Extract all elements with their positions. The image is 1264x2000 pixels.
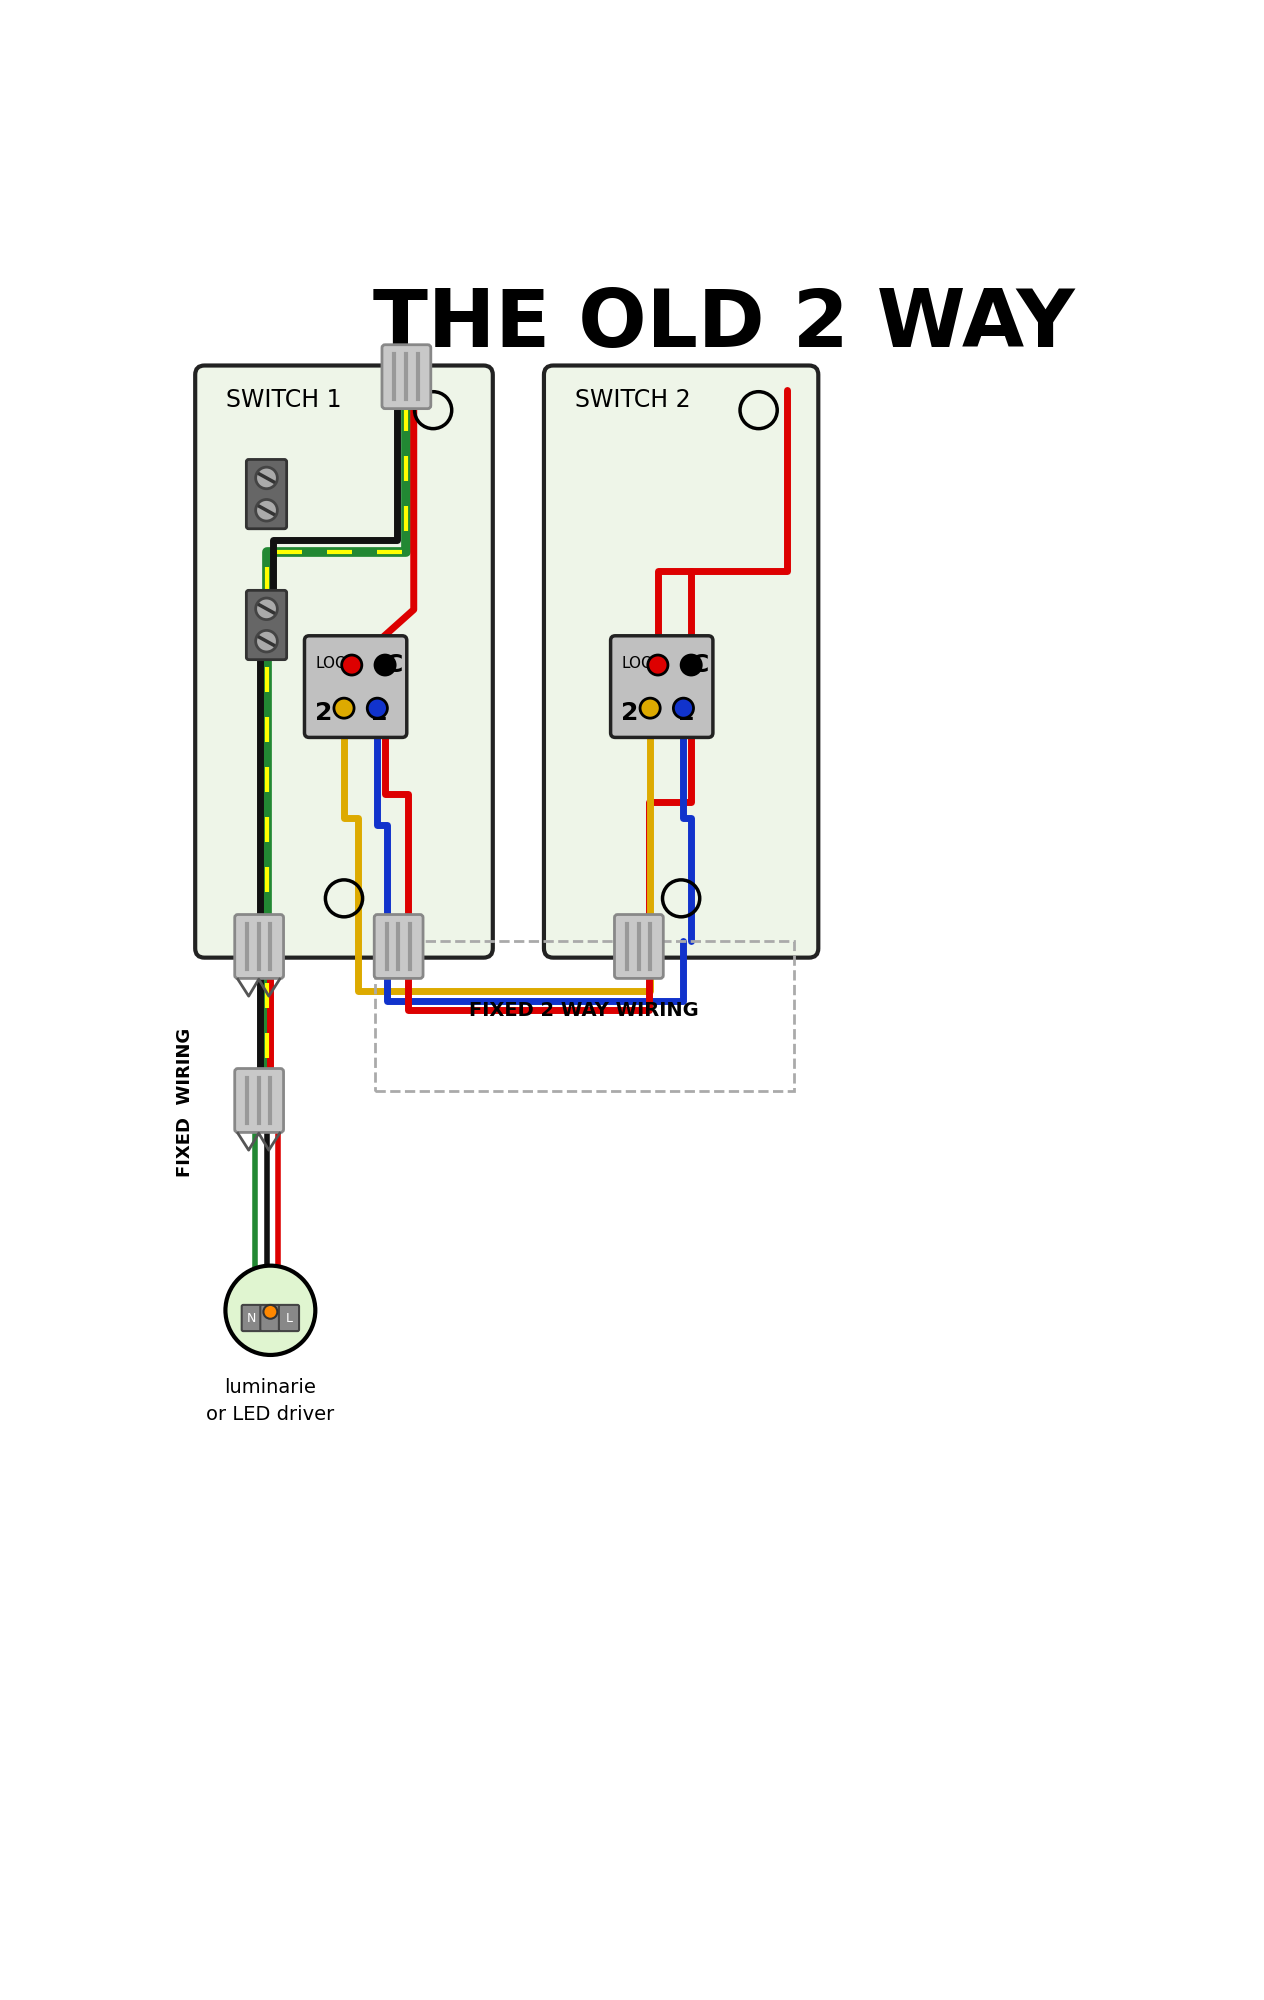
Circle shape bbox=[341, 656, 362, 676]
FancyBboxPatch shape bbox=[235, 1068, 283, 1132]
FancyBboxPatch shape bbox=[260, 1304, 281, 1332]
FancyBboxPatch shape bbox=[246, 590, 287, 660]
Circle shape bbox=[375, 656, 396, 676]
FancyBboxPatch shape bbox=[241, 1304, 262, 1332]
FancyBboxPatch shape bbox=[611, 636, 713, 738]
FancyBboxPatch shape bbox=[305, 636, 407, 738]
Circle shape bbox=[263, 1304, 277, 1318]
Circle shape bbox=[255, 630, 277, 652]
Text: 2: 2 bbox=[315, 700, 332, 724]
FancyBboxPatch shape bbox=[544, 366, 818, 958]
Text: LOOP: LOOP bbox=[622, 656, 662, 672]
Text: N: N bbox=[246, 1312, 257, 1326]
Text: SWITCH 1: SWITCH 1 bbox=[226, 388, 341, 412]
FancyBboxPatch shape bbox=[374, 914, 423, 978]
FancyBboxPatch shape bbox=[246, 460, 287, 528]
FancyBboxPatch shape bbox=[382, 344, 431, 408]
Text: 2: 2 bbox=[622, 700, 638, 724]
Circle shape bbox=[674, 698, 694, 718]
FancyBboxPatch shape bbox=[235, 914, 283, 978]
Circle shape bbox=[225, 1266, 315, 1354]
Text: C: C bbox=[691, 654, 709, 678]
Circle shape bbox=[255, 598, 277, 620]
Text: FIXED  WIRING: FIXED WIRING bbox=[176, 1028, 195, 1178]
Text: SWITCH 2: SWITCH 2 bbox=[575, 388, 690, 412]
Text: C: C bbox=[386, 654, 403, 678]
Circle shape bbox=[255, 500, 277, 522]
Circle shape bbox=[681, 656, 702, 676]
Text: 1: 1 bbox=[369, 700, 387, 724]
FancyBboxPatch shape bbox=[614, 914, 664, 978]
FancyBboxPatch shape bbox=[279, 1304, 300, 1332]
Text: THE OLD 2 WAY: THE OLD 2 WAY bbox=[373, 286, 1074, 364]
Circle shape bbox=[255, 468, 277, 488]
Circle shape bbox=[368, 698, 387, 718]
Text: L: L bbox=[286, 1312, 292, 1326]
Text: FIXED 2 WAY WIRING: FIXED 2 WAY WIRING bbox=[469, 1000, 699, 1020]
Bar bbox=[375, 940, 794, 1090]
Circle shape bbox=[640, 698, 660, 718]
Text: luminarie
or LED driver: luminarie or LED driver bbox=[206, 1378, 335, 1424]
FancyBboxPatch shape bbox=[195, 366, 493, 958]
Circle shape bbox=[334, 698, 354, 718]
Circle shape bbox=[648, 656, 667, 676]
Text: 1: 1 bbox=[676, 700, 693, 724]
Text: LOOP: LOOP bbox=[315, 656, 356, 672]
